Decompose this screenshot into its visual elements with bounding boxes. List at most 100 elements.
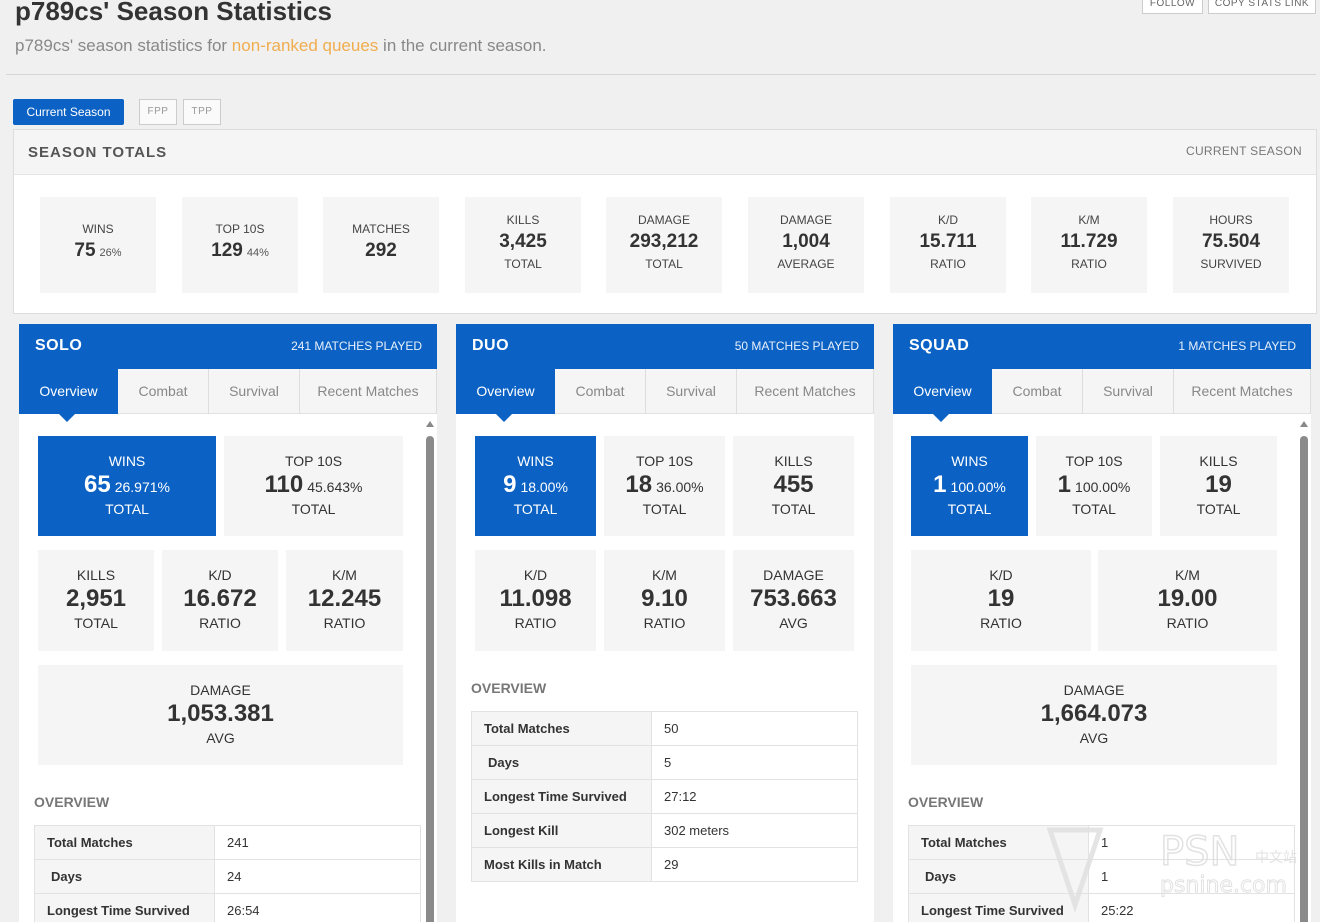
overview-value: 24 [214,859,421,894]
stat-number: 3,425 [499,231,547,252]
scroll-up-arrow-icon[interactable] [1300,421,1308,427]
overview-key: Longest Kill [471,813,652,848]
tab-recent-matches[interactable]: Recent Matches [300,369,437,414]
scroll-up-arrow-icon[interactable] [426,421,434,427]
overview-heading: OVERVIEW [34,794,110,810]
stat-label: DAMAGE [763,567,824,583]
overview-table: Total Matches 241 Days 24 Longest Time Survi… [34,825,421,922]
stat-number: 19 [1205,471,1232,498]
svg-text:PSN: PSN [1160,829,1239,875]
tab-combat[interactable]: Combat [555,369,646,414]
scrollbar-thumb[interactable] [426,436,434,922]
stat-number: 9.10 [641,585,688,612]
scrollbar[interactable] [423,420,437,922]
stat-value: 15.711 [890,231,1006,253]
damage-stat-card: DAMAGE 753.663 AVG [733,550,854,651]
k-d-stat-card: K/D 19 RATIO [911,550,1091,651]
overview-key: Days [34,859,215,894]
stat-number: 12.245 [307,585,382,612]
stat-value: 1,004 [748,231,864,253]
stat-number: 753.663 [750,585,837,612]
stat-number: 1 [1057,471,1072,498]
table-row: Longest Time Survived 26:54 [34,893,421,922]
divider [6,74,1316,75]
mode-title: DUO [472,337,510,354]
tab-fpp[interactable]: FPP [139,99,177,125]
stat-sublabel: SURVIVED [1200,257,1262,271]
overview-value: 1 [1088,859,1295,894]
overview-value: 29 [651,847,858,882]
tab-overview[interactable]: Overview [456,369,555,422]
table-row: Days 1 [908,859,1295,894]
damage-stat-card: DAMAGE 1,053.381 AVG [38,665,403,765]
stat-sublabel: TOTAL [291,501,336,517]
non-ranked-queues-link[interactable]: non-ranked queues [231,36,379,55]
stat-number: 1,053.381 [167,700,274,727]
stat-number: 1,004 [782,231,830,252]
stat-value: 753.663 [733,585,854,613]
stat-value: 1 100.00% [1036,471,1152,499]
overview-value: 302 meters [651,813,858,848]
overview-value: 241 [214,825,421,860]
mode-panel-squad: SQUAD 1 MATCHES PLAYED Overview Combat Survi… [893,324,1311,922]
k-m-stat-card: K/M 9.10 RATIO [604,550,725,651]
stat-sublabel: RATIO [199,615,241,631]
stat-number: 455 [773,471,814,498]
stat-label: KILLS [774,453,813,469]
scrollbar-thumb[interactable] [1300,436,1308,922]
stat-sublabel: TOTAL [771,501,816,517]
k-m-stat-card: K/M 12.245 RATIO [286,550,403,651]
stat-value: 110 45.643% [224,471,403,499]
stat-sublabel: TOTAL [645,257,683,271]
tab-overview[interactable]: Overview [19,369,118,422]
stat-sublabel: AVG [206,730,235,746]
mode-tabs: Overview Combat Survival Recent Matches [893,369,1311,422]
table-row: Longest Time Survived 25:22 [908,893,1295,922]
stat-sublabel: RATIO [514,615,557,631]
stat-number: 75 [74,240,96,261]
stat-percent: 100.00% [950,479,1006,495]
tab-survival[interactable]: Survival [646,369,737,414]
page-title: p789cs' Season Statistics [15,0,332,26]
stat-sublabel: TOTAL [105,501,149,517]
tab-survival[interactable]: Survival [1083,369,1174,414]
stat-percent: 26.971% [114,479,170,495]
wins-stat-card: WINS 9 18.00% TOTAL [475,436,596,536]
stat-label: TOP 10S [284,453,343,469]
stat-value: 9 18.00% [475,471,596,499]
tab-survival[interactable]: Survival [209,369,300,414]
scrollbar[interactable] [1297,420,1311,922]
stat-sublabel: AVERAGE [777,257,835,271]
stat-percent: 26% [99,247,122,259]
tab-combat[interactable]: Combat [992,369,1083,414]
mode-tabs: Overview Combat Survival Recent Matches [19,369,437,422]
season-total-card: DAMAGE 1,004 AVERAGE [748,197,864,293]
top-10s-stat-card: TOP 10S 18 36.00% TOTAL [604,436,725,536]
tab-recent-matches[interactable]: Recent Matches [1174,369,1311,414]
stat-value: 292 [323,240,439,262]
mode-panel-header: SQUAD 1 MATCHES PLAYED [893,324,1311,369]
tab-recent-matches[interactable]: Recent Matches [737,369,874,414]
stat-number: 65 [84,471,111,498]
stat-label: K/D [937,213,958,227]
tab-tpp[interactable]: TPP [183,99,221,125]
overview-heading: OVERVIEW [908,794,984,810]
stat-sublabel: RATIO [323,615,366,631]
stat-percent: 18.00% [520,479,568,495]
svg-text:psnine.com: psnine.com [1160,873,1287,898]
overview-heading: OVERVIEW [471,680,547,696]
tab-current-season[interactable]: Current Season [13,99,124,125]
tab-combat[interactable]: Combat [118,369,209,414]
stat-sublabel: TOTAL [504,257,542,271]
stat-sublabel: TOTAL [513,501,558,517]
stat-sublabel: TOTAL [74,615,118,631]
season-totals-panel: SEASON TOTALS CURRENT SEASON WINS 75 26% TO… [13,129,1317,314]
season-total-card: WINS 75 26% [40,197,156,293]
tab-overview[interactable]: Overview [893,369,992,422]
copy-stats-link-button[interactable]: COPY STATS LINK [1208,0,1316,14]
stat-value: 16.672 [162,585,278,613]
stat-label: WINS [951,453,988,469]
follow-button[interactable]: FOLLOW [1142,0,1203,14]
kills-stat-card: KILLS 455 TOTAL [733,436,854,536]
season-total-card: MATCHES 292 [323,197,439,293]
